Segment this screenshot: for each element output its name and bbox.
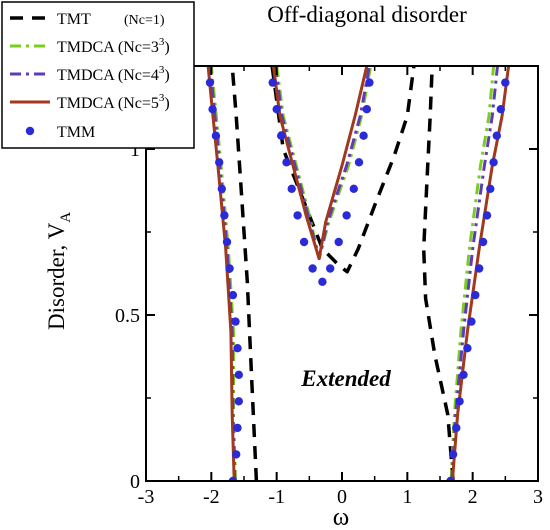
tmm-point-25: [326, 264, 335, 273]
legend-label: TMDCA (Nc=33): [57, 36, 170, 56]
tmm-point-29: [354, 158, 364, 167]
tmm-point-21: [293, 211, 302, 220]
tmm-point-19: [282, 158, 291, 167]
tmm-point-2: [233, 423, 242, 433]
series-3-branch-0: [206, 66, 236, 481]
legend-label: TMDCA (Nc=43): [57, 64, 170, 84]
legend-label-extra: (Nc=1): [124, 13, 165, 28]
y-tick-label: 0: [130, 471, 140, 493]
tmm-point-7: [228, 290, 238, 300]
x-tick-label: -2: [203, 486, 220, 508]
tmm-point-4: [234, 370, 243, 379]
tmm-point-16: [268, 78, 277, 87]
tmm-point-46: [492, 131, 501, 140]
tmm-point-9: [222, 237, 232, 247]
tmm-point-40: [471, 290, 480, 300]
tmm-point-43: [482, 211, 492, 220]
tmm-point-14: [208, 105, 217, 114]
y-tick-label: 0.5: [115, 305, 140, 327]
extended-annotation: Extended: [300, 366, 391, 391]
y-axis-label-main: Disorder, V: [44, 222, 69, 330]
tmm-point-35: [452, 423, 461, 433]
series-2-branch-2: [450, 66, 499, 481]
y-axis-label: Disorder, VA: [44, 212, 74, 330]
tmm-point-23: [308, 264, 317, 273]
tmm-point-11: [217, 184, 226, 193]
tmm-point-33: [446, 476, 455, 481]
y-axis-label-sub: A: [58, 212, 74, 223]
tmm-point-30: [359, 131, 368, 140]
legend-marker: [25, 126, 35, 136]
tmm-point-3: [234, 397, 243, 406]
tmm-point-34: [448, 450, 458, 459]
tmm-point-10: [220, 211, 229, 220]
x-axis-label: ω: [333, 504, 349, 530]
tmm-point-47: [496, 105, 505, 114]
tmm-point-12: [215, 158, 224, 167]
tmm-point-20: [287, 184, 296, 193]
legend-label: TMM: [57, 124, 95, 141]
tmm-point-15: [205, 78, 215, 87]
legend-label: TMDCA (Nc=53): [57, 92, 170, 112]
series-0-branch-2: [421, 66, 455, 481]
legend: TMT (Nc=1) TMDCA (Nc=33) TMDCA (Nc=43) TMDCA…: [1, 1, 195, 149]
tmm-point-37: [459, 370, 468, 379]
tmm-point-6: [231, 317, 240, 326]
series-3-branch-2: [450, 66, 511, 481]
tmm-point-28: [349, 184, 358, 193]
series-3-branch-1: [271, 66, 369, 261]
tmm-point-17: [272, 105, 281, 114]
plot-frame: [145, 65, 539, 482]
x-tick-label: 1: [402, 486, 412, 508]
tmm-point-36: [455, 397, 464, 406]
tmm-point-13: [211, 131, 221, 140]
tmm-point-26: [334, 237, 343, 247]
x-tick-label: -3: [138, 486, 155, 508]
tmm-point-42: [478, 237, 488, 247]
tmm-point-31: [362, 105, 371, 114]
tmm-point-22: [299, 237, 309, 247]
chart-title: Off-diagonal disorder: [267, 2, 467, 27]
x-tick-label: -1: [268, 486, 285, 508]
tmm-point-32: [365, 78, 374, 87]
tmm-point-0: [228, 476, 238, 481]
tmm-point-24: [318, 277, 327, 286]
axis-ticks: -3 -2 -1 0 1 2 3 0 0.5 1: [115, 66, 543, 508]
plot-area: [205, 66, 511, 481]
series-0-branch-0: [230, 66, 259, 481]
legend-label: TMT: [57, 11, 91, 28]
tmm-point-27: [342, 211, 351, 220]
tmm-point-48: [501, 78, 510, 87]
x-tick-label: 0: [337, 486, 347, 508]
tmm-point-45: [489, 158, 498, 167]
tmm-point-44: [486, 184, 495, 193]
tmm-point-8: [225, 264, 234, 273]
tmm-point-38: [463, 344, 472, 353]
y-tick-label: 1: [130, 139, 140, 161]
tmm-point-5: [233, 344, 242, 353]
tmm-point-1: [232, 450, 241, 459]
x-tick-label: 3: [533, 486, 543, 508]
tmm-point-39: [467, 317, 476, 326]
tmm-point-18: [277, 131, 286, 140]
tmm-point-41: [475, 264, 484, 273]
x-tick-label: 2: [468, 486, 478, 508]
